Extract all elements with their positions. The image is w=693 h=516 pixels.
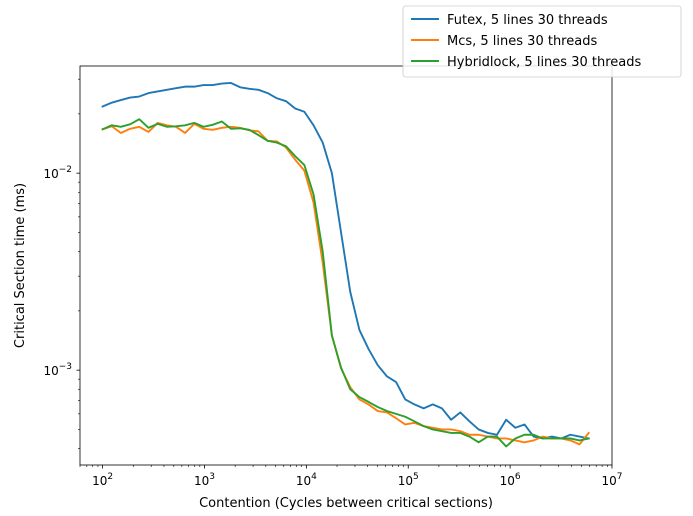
x-tick-label: 106: [500, 472, 521, 488]
x-axis: 102 103 104 105 106 107: [79, 465, 623, 488]
y-tick-label: 10−3: [43, 362, 72, 378]
legend: Futex, 5 lines 30 threads Mcs, 5 lines 30…: [402, 5, 682, 78]
legend-entry-1: Futex, 5 lines 30 threads: [447, 13, 608, 28]
y-tick-label: 10−2: [43, 165, 72, 181]
series-line-2: [101, 121, 591, 446]
plot-frame: [79, 65, 613, 466]
legend-entry-3: Hybridlock, 5 lines 30 threads: [447, 55, 641, 70]
series-line-1: [101, 82, 590, 440]
x-tick-label: 102: [92, 472, 113, 488]
series-line-3: [101, 118, 590, 448]
x-tick-label: 103: [194, 472, 215, 488]
x-tick-label: 105: [398, 472, 419, 488]
x-axis-label: Contention (Cycles between critical sect…: [199, 496, 493, 511]
y-axis: 10−3 10−2: [43, 78, 80, 449]
x-tick-label: 107: [601, 472, 622, 488]
legend-entry-2: Mcs, 5 lines 30 threads: [447, 34, 597, 49]
legend-box: [402, 5, 682, 78]
y-axis-label: Critical Section time (ms): [13, 183, 28, 348]
plot-lines: [101, 82, 591, 448]
x-tick-label: 104: [296, 472, 317, 488]
